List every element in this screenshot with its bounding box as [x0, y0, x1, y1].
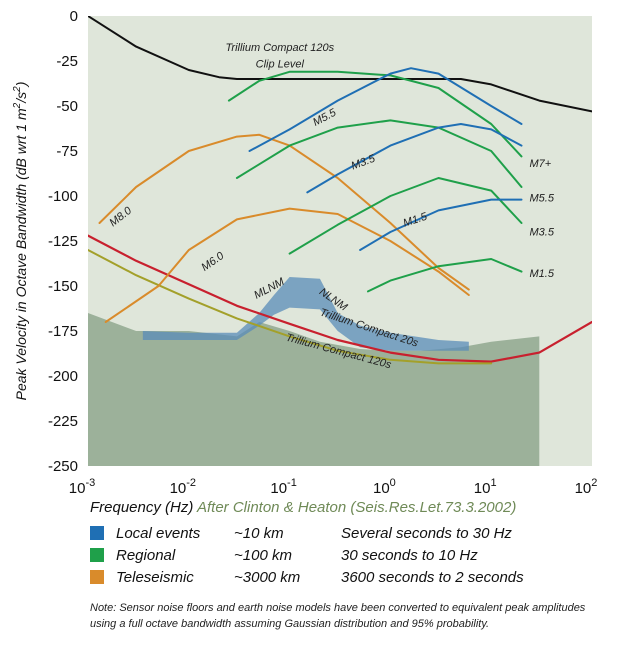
x-tick-label: 10-1 [270, 477, 296, 497]
x-tick-label: 101 [474, 477, 497, 497]
magnitude-label-m7-regional: M7+ [530, 158, 552, 170]
legend-item-regional: Regional ~100 km 30 seconds to 10 Hz [90, 544, 610, 566]
earth-noise-region [88, 313, 540, 466]
y-tick-label: -50 [56, 98, 78, 115]
legend-swatch-teleseismic [90, 570, 104, 584]
series-line-tc20-1 [88, 234, 592, 363]
footnote: Note: Sensor noise floors and earth nois… [90, 602, 586, 630]
clip-level-label: Clip Level [256, 58, 305, 70]
noise-model-band [142, 277, 469, 351]
x-tick-label: 102 [575, 477, 598, 497]
series-line-regional-7 [288, 177, 523, 255]
y-tick-label: -250 [48, 458, 78, 475]
magnitude-label-m55-regional: M5.5 [530, 192, 555, 204]
x-tick-label: 100 [373, 477, 396, 497]
seismic-amplitude-chart: 0 -25 -50 -75 -100 -125 -150 -175 -200 -225 -250 10… [12, 8, 598, 497]
legend-range: 3600 seconds to 2 seconds [341, 568, 524, 586]
clip-level-label: Trillium Compact 120s [226, 42, 335, 54]
legend-item-teleseismic: Teleseismic ~3000 km 3600 seconds to 2 s… [90, 566, 610, 588]
legend-name: Teleseismic [116, 568, 194, 586]
series-line-regional-5 [227, 70, 523, 158]
legend-swatch-regional [90, 548, 104, 562]
y-tick-label: -75 [56, 143, 78, 160]
x-axis-label: Frequency (Hz) [90, 499, 194, 516]
series-line-local-10 [306, 123, 523, 194]
magnitude-label-m15-regional: M1.5 [530, 268, 555, 280]
legend-distance: ~100 km [234, 546, 292, 564]
legend-range: 30 seconds to 10 Hz [341, 546, 478, 564]
series-line-teleseismic-3 [98, 133, 470, 291]
y-tick-label: -150 [48, 278, 78, 295]
series-line-regional-8 [367, 258, 523, 293]
y-tick-label: -100 [48, 188, 78, 205]
legend-name: Regional [116, 546, 176, 564]
y-tick-label: -175 [48, 323, 78, 340]
x-tick-label: 10-2 [170, 477, 196, 497]
legend-distance: ~3000 km [234, 568, 301, 586]
series-line-tc120-2 [88, 249, 493, 365]
y-tick-label: -125 [48, 233, 78, 250]
x-tick-label: 10-3 [69, 477, 95, 497]
y-tick-label: -225 [48, 413, 78, 430]
series-line-regional-6 [235, 119, 523, 188]
legend-swatch-local [90, 526, 104, 540]
y-tick-label: 0 [70, 8, 78, 25]
series-line-teleseismic-4 [104, 207, 470, 323]
y-tick-label: -200 [48, 368, 78, 385]
legend-name: Local events [116, 524, 201, 542]
series-line-clip-0 [88, 16, 592, 113]
source-citation: After Clinton & Heaton (Seis.Res.Let.73.… [196, 499, 517, 516]
legend-distance: ~10 km [234, 524, 284, 542]
legend-item-local: Local events ~10 km Several seconds to 3… [90, 522, 610, 544]
legend: Local events ~10 km Several seconds to 3… [90, 522, 610, 588]
series-line-local-11 [359, 198, 523, 251]
legend-range: Several seconds to 30 Hz [341, 524, 512, 542]
magnitude-label-m35-regional: M3.5 [530, 227, 555, 239]
y-axis-label: Peak Velocity in Octave Bandwidth (dB wr… [12, 82, 29, 401]
x-axis-caption: Frequency (Hz) After Clinton & Heaton (S… [90, 499, 516, 516]
y-tick-label: -25 [56, 53, 78, 70]
series-line-local-9 [248, 67, 523, 152]
